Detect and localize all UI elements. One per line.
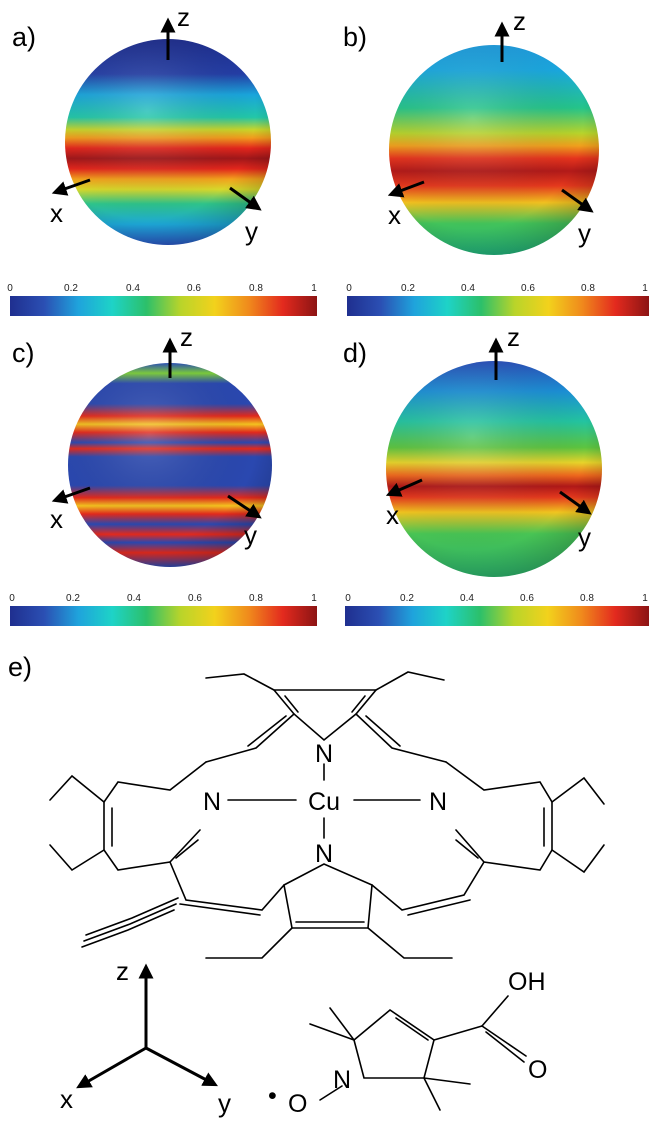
colorbar-b-tick-5: 1 bbox=[642, 283, 648, 294]
y-label-a: y bbox=[245, 216, 258, 246]
panel-e-label: e) bbox=[8, 652, 32, 682]
colorbar-a bbox=[10, 296, 317, 316]
y-axis-arrow-c bbox=[227, 494, 262, 519]
x-label-d: x bbox=[386, 500, 399, 530]
frame-x-arrow bbox=[76, 1046, 147, 1089]
radical-dot: • bbox=[268, 1082, 277, 1110]
sphere-a-shading bbox=[65, 39, 271, 245]
y-label-c: y bbox=[244, 520, 257, 550]
x-axis-arrow-c bbox=[51, 486, 91, 504]
colorbar-a-tick-3: 0.6 bbox=[187, 283, 201, 294]
atom-n-nitroxide: N bbox=[333, 1066, 351, 1094]
sphere-b-shading bbox=[389, 45, 599, 255]
colorbar-a-tick-0: 0 bbox=[7, 283, 13, 294]
colorbar-c bbox=[10, 606, 317, 626]
frame-y-label: y bbox=[218, 1088, 231, 1118]
colorbar-b-ticks: 0 0.2 0.4 0.6 0.8 1 bbox=[346, 283, 648, 294]
z-label-d: z bbox=[507, 322, 520, 352]
colorbar-a-tick-5: 1 bbox=[311, 283, 317, 294]
panel-a: a) z x y 0 0.2 0.4 0.6 0.8 1 bbox=[7, 2, 317, 316]
colorbar-a-ticks: 0 0.2 0.4 0.6 0.8 1 bbox=[7, 283, 317, 294]
y-label-b: y bbox=[578, 218, 591, 248]
atom-cu: Cu bbox=[308, 788, 340, 816]
colorbar-c-tick-3: 0.6 bbox=[188, 593, 202, 604]
colorbar-b-tick-4: 0.8 bbox=[581, 283, 595, 294]
sphere-c-shading bbox=[68, 363, 272, 567]
atom-n-bottom: N bbox=[315, 840, 333, 868]
colorbar-c-tick-2: 0.4 bbox=[127, 593, 141, 604]
atom-n-left: N bbox=[203, 788, 221, 816]
frame-x-label: x bbox=[60, 1084, 73, 1114]
colorbar-d-ticks: 0 0.2 0.4 0.6 0.8 1 bbox=[345, 593, 648, 604]
y-axis-arrow-a bbox=[229, 186, 262, 211]
panel-b-label: b) bbox=[343, 22, 367, 52]
colorbar-b bbox=[347, 296, 649, 316]
colorbar-d-tick-2: 0.4 bbox=[460, 593, 474, 604]
y-label-d: y bbox=[578, 522, 591, 552]
z-label-a: z bbox=[177, 2, 190, 32]
colorbar-d-tick-3: 0.6 bbox=[520, 593, 534, 604]
colorbar-d-tick-5: 1 bbox=[642, 593, 648, 604]
panel-d-label: d) bbox=[343, 338, 367, 368]
panel-e: e) bbox=[8, 652, 605, 1118]
colorbar-c-tick-1: 0.2 bbox=[66, 593, 80, 604]
z-label-b: z bbox=[513, 6, 526, 36]
colorbar-d-tick-4: 0.8 bbox=[580, 593, 594, 604]
porphyrin-skeleton bbox=[49, 671, 605, 959]
panel-c-label: c) bbox=[12, 338, 35, 368]
x-axis-arrow-a bbox=[51, 178, 91, 196]
colorbar-a-tick-1: 0.2 bbox=[64, 283, 78, 294]
panel-a-label: a) bbox=[12, 22, 36, 52]
nitroxide-structure bbox=[309, 995, 527, 1111]
frame-z-label: z bbox=[116, 956, 129, 986]
atom-oh: OH bbox=[508, 968, 546, 996]
atom-o-radical: O bbox=[288, 1090, 307, 1118]
colorbar-a-tick-4: 0.8 bbox=[249, 283, 263, 294]
colorbar-c-tick-4: 0.8 bbox=[249, 593, 263, 604]
colorbar-c-tick-0: 0 bbox=[9, 593, 15, 604]
colorbar-b-tick-3: 0.6 bbox=[521, 283, 535, 294]
x-label-c: x bbox=[50, 504, 63, 534]
y-axis-arrow-d bbox=[559, 490, 592, 515]
x-label-b: x bbox=[388, 200, 401, 230]
coordinate-frame: z x y bbox=[60, 956, 231, 1118]
colorbar-d bbox=[345, 606, 649, 626]
atom-n-top: N bbox=[315, 740, 333, 768]
atom-n-right: N bbox=[429, 788, 447, 816]
atom-o-carbonyl: O bbox=[528, 1056, 547, 1084]
colorbar-d-tick-1: 0.2 bbox=[400, 593, 414, 604]
colorbar-d-tick-0: 0 bbox=[345, 593, 351, 604]
colorbar-b-tick-1: 0.2 bbox=[401, 283, 415, 294]
colorbar-c-tick-5: 1 bbox=[311, 593, 317, 604]
colorbar-b-tick-2: 0.4 bbox=[461, 283, 475, 294]
x-label-a: x bbox=[50, 198, 63, 228]
frame-y-arrow bbox=[145, 1046, 218, 1087]
x-axis-arrow-d bbox=[385, 478, 423, 497]
colorbar-a-tick-2: 0.4 bbox=[126, 283, 140, 294]
panel-b: b) z x y 0 0.2 0.4 0.6 0.8 1 bbox=[343, 6, 649, 316]
panel-c: c) z x y 0 0.2 0.4 0.6 0.8 1 bbox=[9, 322, 317, 626]
x-axis-arrow-b bbox=[387, 180, 425, 198]
z-label-c: z bbox=[180, 322, 193, 352]
y-axis-arrow-b bbox=[561, 188, 594, 213]
colorbar-c-ticks: 0 0.2 0.4 0.6 0.8 1 bbox=[9, 593, 317, 604]
colorbar-b-tick-0: 0 bbox=[346, 283, 352, 294]
sphere-d-shading bbox=[386, 361, 602, 577]
panel-d: d) z x y 0 0.2 0.4 0.6 0.8 1 bbox=[343, 322, 649, 626]
